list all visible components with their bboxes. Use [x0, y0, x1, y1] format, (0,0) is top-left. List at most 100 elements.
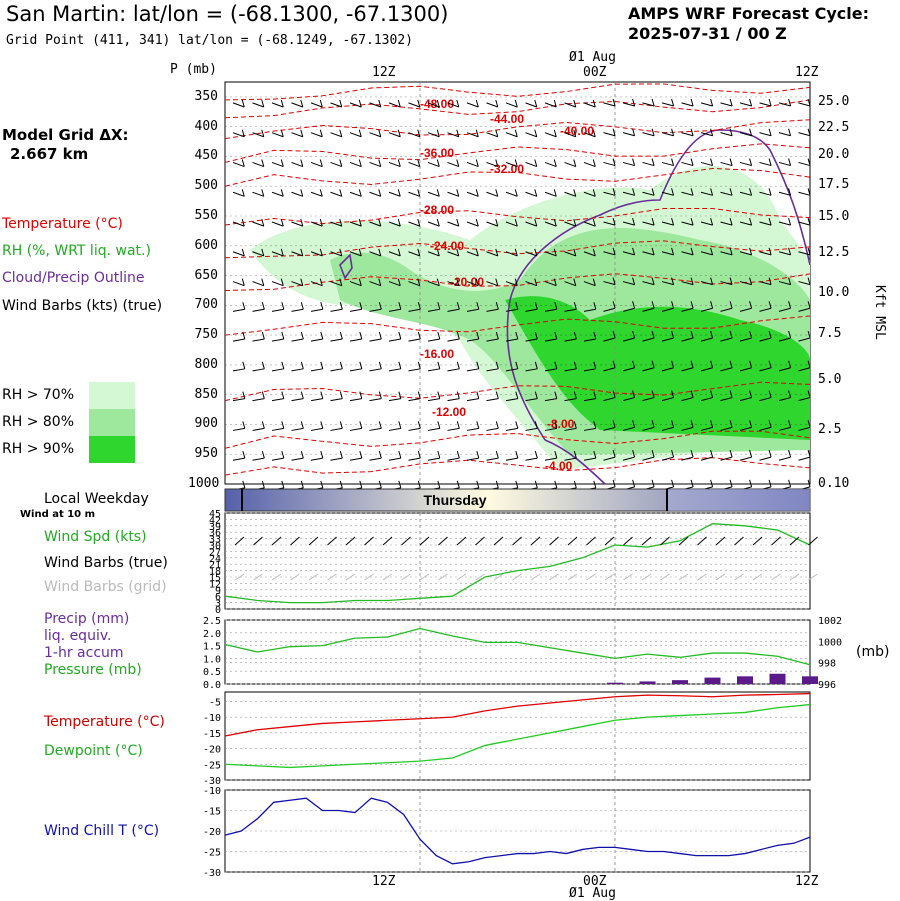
wind-barb	[739, 161, 752, 167]
wind-barb	[661, 281, 674, 286]
wind-barb	[661, 221, 674, 226]
wind-barb-flag	[651, 128, 655, 136]
wind-barb-flag	[651, 449, 655, 458]
wind-barb	[232, 308, 245, 312]
wind-barb	[349, 368, 362, 372]
dewpoint-legend: Dewpoint (°C)	[44, 743, 143, 759]
wind-barb-flag	[593, 361, 597, 369]
precip-tick: 1.5	[203, 642, 221, 653]
wind-barb-flag	[749, 277, 753, 285]
wind-barb	[603, 337, 616, 342]
wind-speed-tick: 39	[209, 522, 221, 533]
wind-barb-flag	[475, 129, 479, 137]
wind-barb	[408, 221, 420, 227]
wind-barb-flag	[534, 218, 538, 227]
wind-barb	[486, 102, 498, 108]
wind-barb	[525, 281, 537, 287]
wind-barb-flag	[671, 217, 675, 226]
wind-barb	[252, 308, 265, 312]
wind-barb	[388, 251, 401, 257]
temp-contour-label: -8.00	[547, 417, 575, 431]
wind-barb	[661, 456, 674, 461]
wind-barb	[408, 102, 420, 108]
wind-barb-flag	[651, 277, 655, 285]
wind-barb-flag	[807, 449, 811, 458]
temp-contour-label: -36.00	[420, 146, 454, 160]
wind-barb	[486, 281, 498, 287]
wind-barb	[759, 102, 772, 107]
wind-barb-flag	[495, 129, 499, 137]
grid-wind-barb	[253, 573, 263, 581]
wind-barb	[408, 161, 420, 168]
wind-barb-flag	[690, 301, 694, 309]
rh90-label: RH > 90%	[2, 441, 75, 457]
model-grid-label: Model Grid ΔX:	[2, 126, 129, 144]
wind-barb-flag	[651, 420, 655, 428]
wind-barb	[544, 191, 557, 197]
legend-wind-barbs: Wind Barbs (kts) (true)	[2, 298, 163, 314]
wind-barb	[408, 427, 421, 431]
wind-barb	[642, 132, 655, 137]
wind-barb	[583, 221, 596, 227]
wind-barb-flag	[807, 301, 811, 309]
wind-barb-flag	[261, 278, 265, 286]
wind-barb	[564, 251, 576, 257]
grid-wind-barb	[789, 573, 800, 581]
wind-barb-flag	[495, 421, 499, 429]
grid-wind-barb	[771, 573, 781, 581]
wind-barb	[759, 426, 772, 431]
kft-tick-label: 2.5	[818, 422, 842, 437]
wind-barb	[544, 457, 557, 461]
wind-barb	[739, 221, 752, 226]
wind-barb-flag	[788, 128, 792, 136]
wind-barb-flag	[632, 98, 636, 107]
wind-barb-flag	[534, 248, 538, 257]
model-grid-info: Model Grid ΔX: 2.667 km	[2, 126, 129, 164]
wind-barb-flag	[553, 159, 557, 167]
kft-tick-label: 5.0	[818, 372, 842, 387]
wind-barb-flag	[690, 158, 694, 166]
wind-barb	[330, 368, 343, 372]
wind-barb-flag	[261, 159, 265, 167]
wind-barb-flag	[378, 451, 382, 459]
wind-barb	[564, 457, 577, 461]
top-tick-12z-b: 12Z	[795, 65, 819, 80]
wind-barb-flag	[593, 421, 597, 429]
wind-barb-flag	[300, 278, 304, 286]
wind-barb-flag	[495, 278, 499, 286]
wind-barb	[622, 397, 635, 402]
surface-wind-barb	[660, 536, 670, 546]
wind-barb-flag	[359, 302, 363, 310]
wind-barb-flag	[358, 189, 362, 197]
wind-barb	[603, 221, 616, 226]
temp-contour-label: -28.00	[420, 203, 454, 217]
wind-barb-flag	[593, 391, 597, 399]
wind-barb	[564, 132, 576, 138]
wind-barb-flag	[671, 420, 675, 428]
wind-barb-flag	[690, 330, 694, 339]
wind-barb	[661, 102, 674, 107]
wind-barb-flag	[807, 277, 811, 285]
wind-barb	[642, 307, 655, 312]
wind-barb	[291, 398, 304, 402]
wind-barb	[622, 102, 635, 107]
wind-barb	[583, 251, 596, 257]
forecast-cycle-label: AMPS WRF Forecast Cycle:	[628, 4, 870, 23]
wind-barb-flag	[378, 331, 382, 340]
wind-barb-flag	[456, 159, 460, 167]
wind-barb-flag	[320, 331, 324, 340]
wind-barb	[427, 368, 440, 372]
wind-barb	[525, 251, 537, 257]
wind-barb-flag	[729, 247, 733, 256]
wind-barb	[564, 161, 576, 168]
wind-barb-flag	[749, 330, 753, 339]
wind-barb-flag	[359, 451, 363, 459]
wind-barb-flag	[573, 421, 577, 429]
bottom-date-label: Ø1 Aug	[569, 886, 616, 901]
wind-barb	[720, 161, 733, 167]
wind-barb-flag	[319, 159, 323, 167]
wind-barb	[310, 308, 323, 312]
wind-barb-flag	[632, 188, 636, 196]
wind-barb-flag	[456, 480, 460, 489]
wind-barb	[349, 221, 362, 227]
